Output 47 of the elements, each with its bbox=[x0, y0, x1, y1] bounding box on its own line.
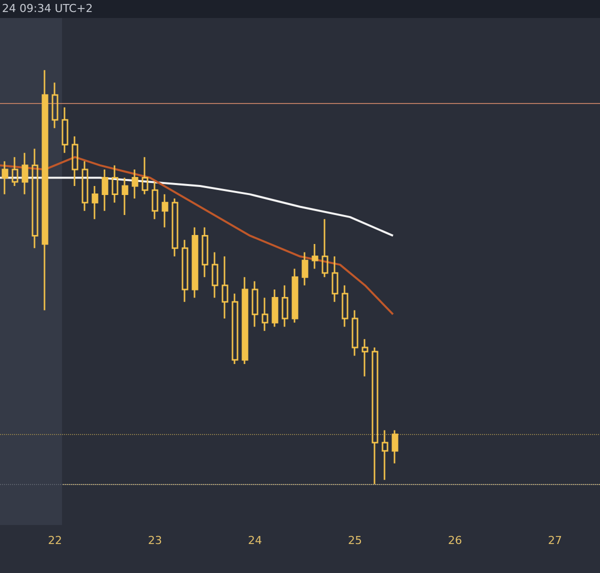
candlestick bbox=[322, 218, 328, 278]
text: 24 09:34 UTC+2 bbox=[2, 2, 93, 15]
x-tick-label: 27 bbox=[548, 534, 562, 547]
candlestick bbox=[232, 292, 238, 365]
candlestick bbox=[352, 309, 358, 356]
x-tick-label: 24 bbox=[248, 534, 262, 547]
candlestick bbox=[162, 194, 168, 228]
x-tick-label: 23 bbox=[148, 534, 162, 547]
candlestick bbox=[222, 256, 228, 320]
candlestick bbox=[242, 276, 248, 365]
candlestick bbox=[182, 239, 188, 303]
candlestick bbox=[142, 156, 148, 196]
candlestick bbox=[22, 152, 28, 196]
candlestick bbox=[42, 69, 48, 311]
candlestick bbox=[92, 185, 98, 220]
candlestick bbox=[252, 280, 258, 328]
candlestick bbox=[52, 82, 58, 129]
candlestick bbox=[342, 284, 348, 328]
candlestick bbox=[192, 226, 198, 299]
candlestick bbox=[132, 168, 138, 200]
candlestick bbox=[312, 243, 318, 270]
candlestick bbox=[332, 256, 338, 303]
candlestick bbox=[112, 164, 118, 204]
x-tick-label: 25 bbox=[348, 534, 362, 547]
candlestick bbox=[392, 429, 398, 464]
x-tick-label: 26 bbox=[448, 534, 462, 547]
candlestick bbox=[172, 198, 178, 258]
candlestick bbox=[362, 338, 368, 378]
candlestick bbox=[32, 148, 38, 249]
candlestick bbox=[262, 297, 268, 332]
candlestick bbox=[62, 106, 68, 154]
candlestick bbox=[302, 252, 308, 286]
candlestick bbox=[12, 156, 18, 187]
candlestick bbox=[372, 346, 378, 485]
candlestick bbox=[272, 288, 278, 328]
x-tick-label: 22 bbox=[48, 534, 62, 547]
candlestick bbox=[292, 268, 298, 324]
candlestick bbox=[122, 177, 128, 216]
candlestick bbox=[382, 429, 388, 481]
candlestick bbox=[102, 168, 108, 212]
candlestick bbox=[202, 226, 208, 278]
candlestick bbox=[152, 181, 158, 220]
candlestick bbox=[2, 160, 8, 196]
candlestick bbox=[212, 252, 218, 299]
candlestick bbox=[282, 284, 288, 328]
candlestick bbox=[72, 136, 78, 187]
candlestick bbox=[82, 160, 88, 212]
